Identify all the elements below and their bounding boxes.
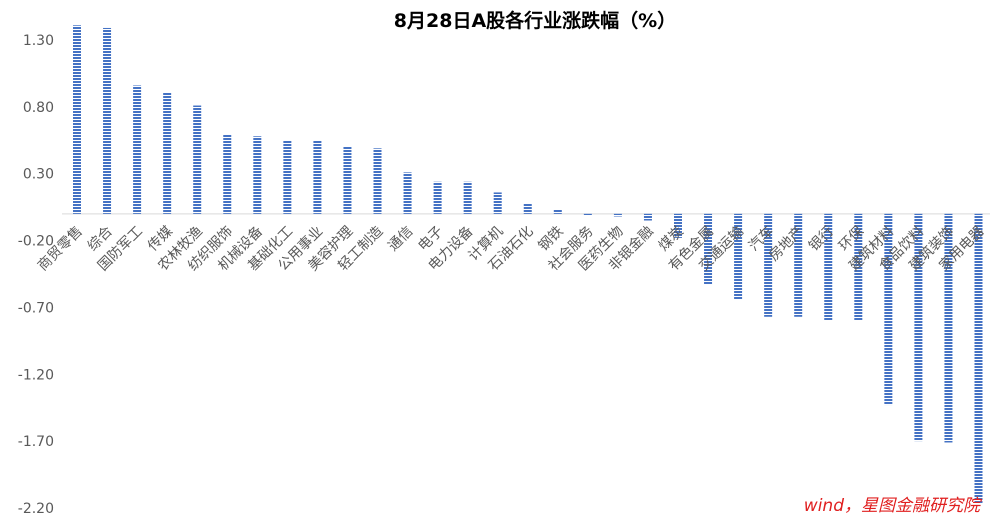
bar bbox=[974, 213, 983, 504]
bar bbox=[433, 181, 442, 214]
x-tick-label: 银行 bbox=[806, 223, 837, 254]
y-tick-label: -0.20 bbox=[18, 234, 54, 250]
y-tick-label: -1.70 bbox=[18, 434, 54, 450]
bar bbox=[373, 148, 382, 214]
x-tick-label: 通信 bbox=[385, 223, 416, 254]
bar bbox=[553, 209, 562, 214]
bar bbox=[764, 213, 773, 317]
source-note: wind，星图金融研究院 bbox=[804, 496, 983, 516]
bars bbox=[73, 25, 983, 504]
chart-title: 8月28日A股各行业涨跌幅（%） bbox=[394, 9, 676, 32]
bar bbox=[403, 172, 412, 214]
bar bbox=[73, 25, 81, 214]
bar bbox=[884, 213, 893, 406]
bar bbox=[493, 192, 502, 214]
bar bbox=[944, 213, 953, 443]
bar bbox=[583, 213, 592, 216]
bar bbox=[133, 85, 142, 214]
y-tick-label: 0.80 bbox=[23, 100, 54, 116]
y-tick-label: -1.20 bbox=[18, 367, 54, 383]
y-tick-label: 1.30 bbox=[23, 33, 54, 49]
y-tick-label: -2.20 bbox=[18, 501, 54, 517]
y-tick-label: 0.30 bbox=[23, 167, 54, 183]
bar bbox=[193, 105, 202, 214]
bar bbox=[613, 213, 622, 217]
bar bbox=[643, 213, 652, 221]
bar bbox=[283, 140, 292, 214]
y-axis: 1.30 0.80 0.30 -0.20 -0.70 -1.20 -1.70 -2.20 bbox=[18, 33, 54, 517]
x-axis-labels: 商贸零售综合国防军工传媒农林牧渔纺织服饰机械设备基础化工公用事业美容护理轻工制造… bbox=[35, 223, 987, 275]
bar bbox=[313, 140, 322, 214]
bar bbox=[674, 213, 682, 238]
bar bbox=[734, 213, 743, 300]
bar bbox=[704, 213, 713, 285]
bar bbox=[523, 203, 532, 214]
bar bbox=[163, 92, 172, 214]
bar bbox=[223, 134, 232, 214]
y-tick-label: -0.70 bbox=[18, 300, 54, 316]
bar bbox=[854, 213, 863, 321]
bar bbox=[824, 213, 833, 321]
bar bbox=[794, 213, 803, 317]
bar bbox=[103, 27, 112, 214]
bar bbox=[463, 181, 472, 214]
bar bbox=[914, 213, 923, 442]
bar bbox=[253, 136, 262, 214]
bar bbox=[343, 146, 352, 214]
